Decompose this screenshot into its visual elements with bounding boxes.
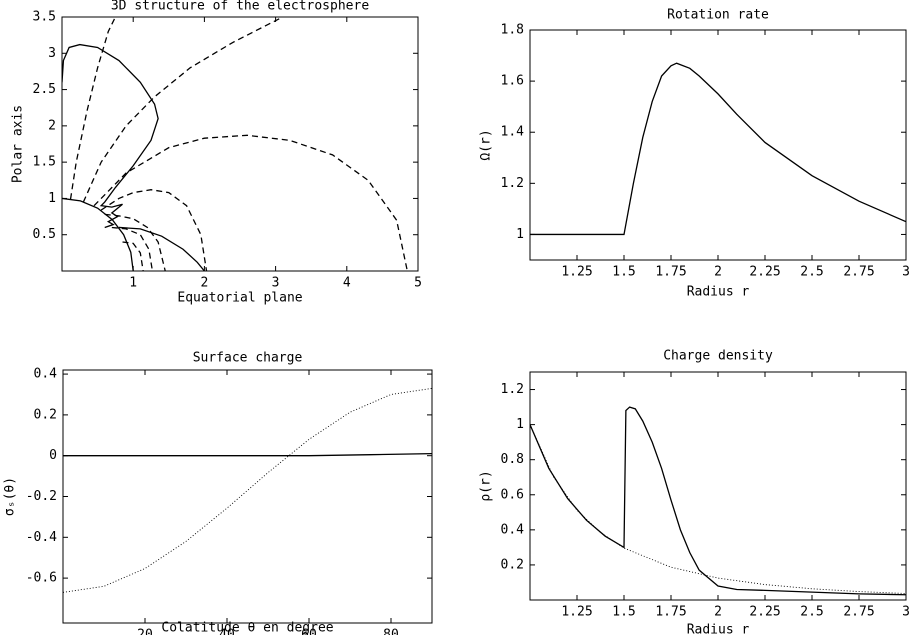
data-line [100, 189, 208, 271]
x-tick-label: 1.5 [612, 265, 635, 280]
x-axis-label: Colatitude θ en degree [161, 621, 333, 635]
x-tick-label: 2 [714, 605, 722, 620]
chart-title: Surface charge [193, 351, 303, 366]
y-axis-label: Ω(r) [479, 129, 494, 160]
x-axis-label: Equatorial plane [177, 291, 302, 306]
y-tick-label: 1 [48, 191, 56, 206]
y-tick-label: 0.5 [33, 227, 56, 242]
y-tick-label: 0.2 [501, 557, 524, 572]
chart-title: 3D structure of the electrosphere [111, 0, 369, 14]
data-line [63, 387, 432, 593]
y-tick-label: 1 [516, 227, 524, 242]
x-tick-label: 2 [714, 265, 722, 280]
data-line [122, 241, 144, 271]
data-line [530, 62, 906, 236]
data-line [82, 17, 284, 203]
x-tick-label: 2.5 [800, 605, 823, 620]
data-line [63, 453, 432, 457]
x-tick-label: 2.25 [749, 605, 780, 620]
y-tick-label: 1.8 [501, 23, 524, 38]
y-tick-label: 1.2 [501, 176, 524, 191]
y-tick-label: -0.4 [26, 530, 57, 545]
y-tick-label: -0.2 [26, 489, 57, 504]
data-line [118, 226, 205, 271]
y-tick-label: 1.4 [501, 125, 525, 140]
x-tick-label: 1.25 [561, 605, 592, 620]
chart-title: Rotation rate [667, 8, 769, 23]
y-tick-label: 3.5 [33, 10, 56, 25]
x-tick-label: 1 [129, 276, 137, 291]
plot-frame [61, 16, 419, 272]
x-tick-label: 2.75 [843, 605, 874, 620]
x-axis-label: Radius r [687, 285, 750, 300]
y-tick-label: 1 [516, 417, 524, 432]
y-tick-label: 0.8 [501, 452, 524, 467]
x-tick-label: 2.25 [749, 265, 780, 280]
data-line [69, 17, 116, 200]
x-tick-label: 5 [414, 276, 422, 291]
data-line [111, 226, 154, 271]
y-tick-label: 0 [49, 448, 57, 463]
x-tick-label: 60 [301, 628, 317, 635]
x-tick-label: 2 [200, 276, 208, 291]
y-tick-label: 0.4 [501, 522, 525, 537]
y-tick-label: 2 [48, 118, 56, 133]
x-axis-label: Radius r [687, 623, 750, 635]
x-tick-label: 1.75 [655, 265, 686, 280]
x-tick-label: 40 [219, 628, 235, 635]
data-line [530, 406, 906, 596]
x-tick-label: 20 [137, 628, 153, 635]
y-tick-label: 1.6 [501, 74, 524, 89]
data-line [104, 213, 166, 271]
y-axis-label: Polar axis [11, 105, 26, 183]
x-tick-label: 3 [902, 265, 909, 280]
y-tick-label: -0.6 [26, 571, 57, 586]
y-tick-label: 3 [48, 46, 56, 61]
plot-frame [529, 371, 907, 601]
y-tick-label: 1.5 [33, 155, 56, 170]
y-tick-label: 2.5 [33, 82, 56, 97]
data-line [62, 197, 134, 271]
x-tick-label: 1.25 [561, 265, 592, 280]
y-axis-label: ρ(r) [479, 470, 494, 501]
x-tick-label: 1.75 [655, 605, 686, 620]
chart-title: Charge density [663, 349, 773, 364]
plot-frame [62, 369, 433, 624]
y-tick-label: 1.2 [501, 382, 524, 397]
x-tick-label: 3 [272, 276, 280, 291]
x-tick-label: 3 [902, 605, 909, 620]
y-axis-label: σₛ(θ) [3, 477, 18, 516]
y-tick-label: 0.2 [34, 407, 57, 422]
x-tick-label: 1.5 [612, 605, 635, 620]
x-tick-label: 2.5 [800, 265, 823, 280]
x-tick-label: 4 [343, 276, 351, 291]
x-tick-label: 2.75 [843, 265, 874, 280]
data-line [530, 424, 906, 594]
y-tick-label: 0.6 [501, 487, 524, 502]
data-line [93, 134, 408, 271]
x-tick-label: 80 [383, 628, 399, 635]
plot-frame [529, 29, 907, 261]
y-tick-label: 0.4 [34, 367, 58, 382]
